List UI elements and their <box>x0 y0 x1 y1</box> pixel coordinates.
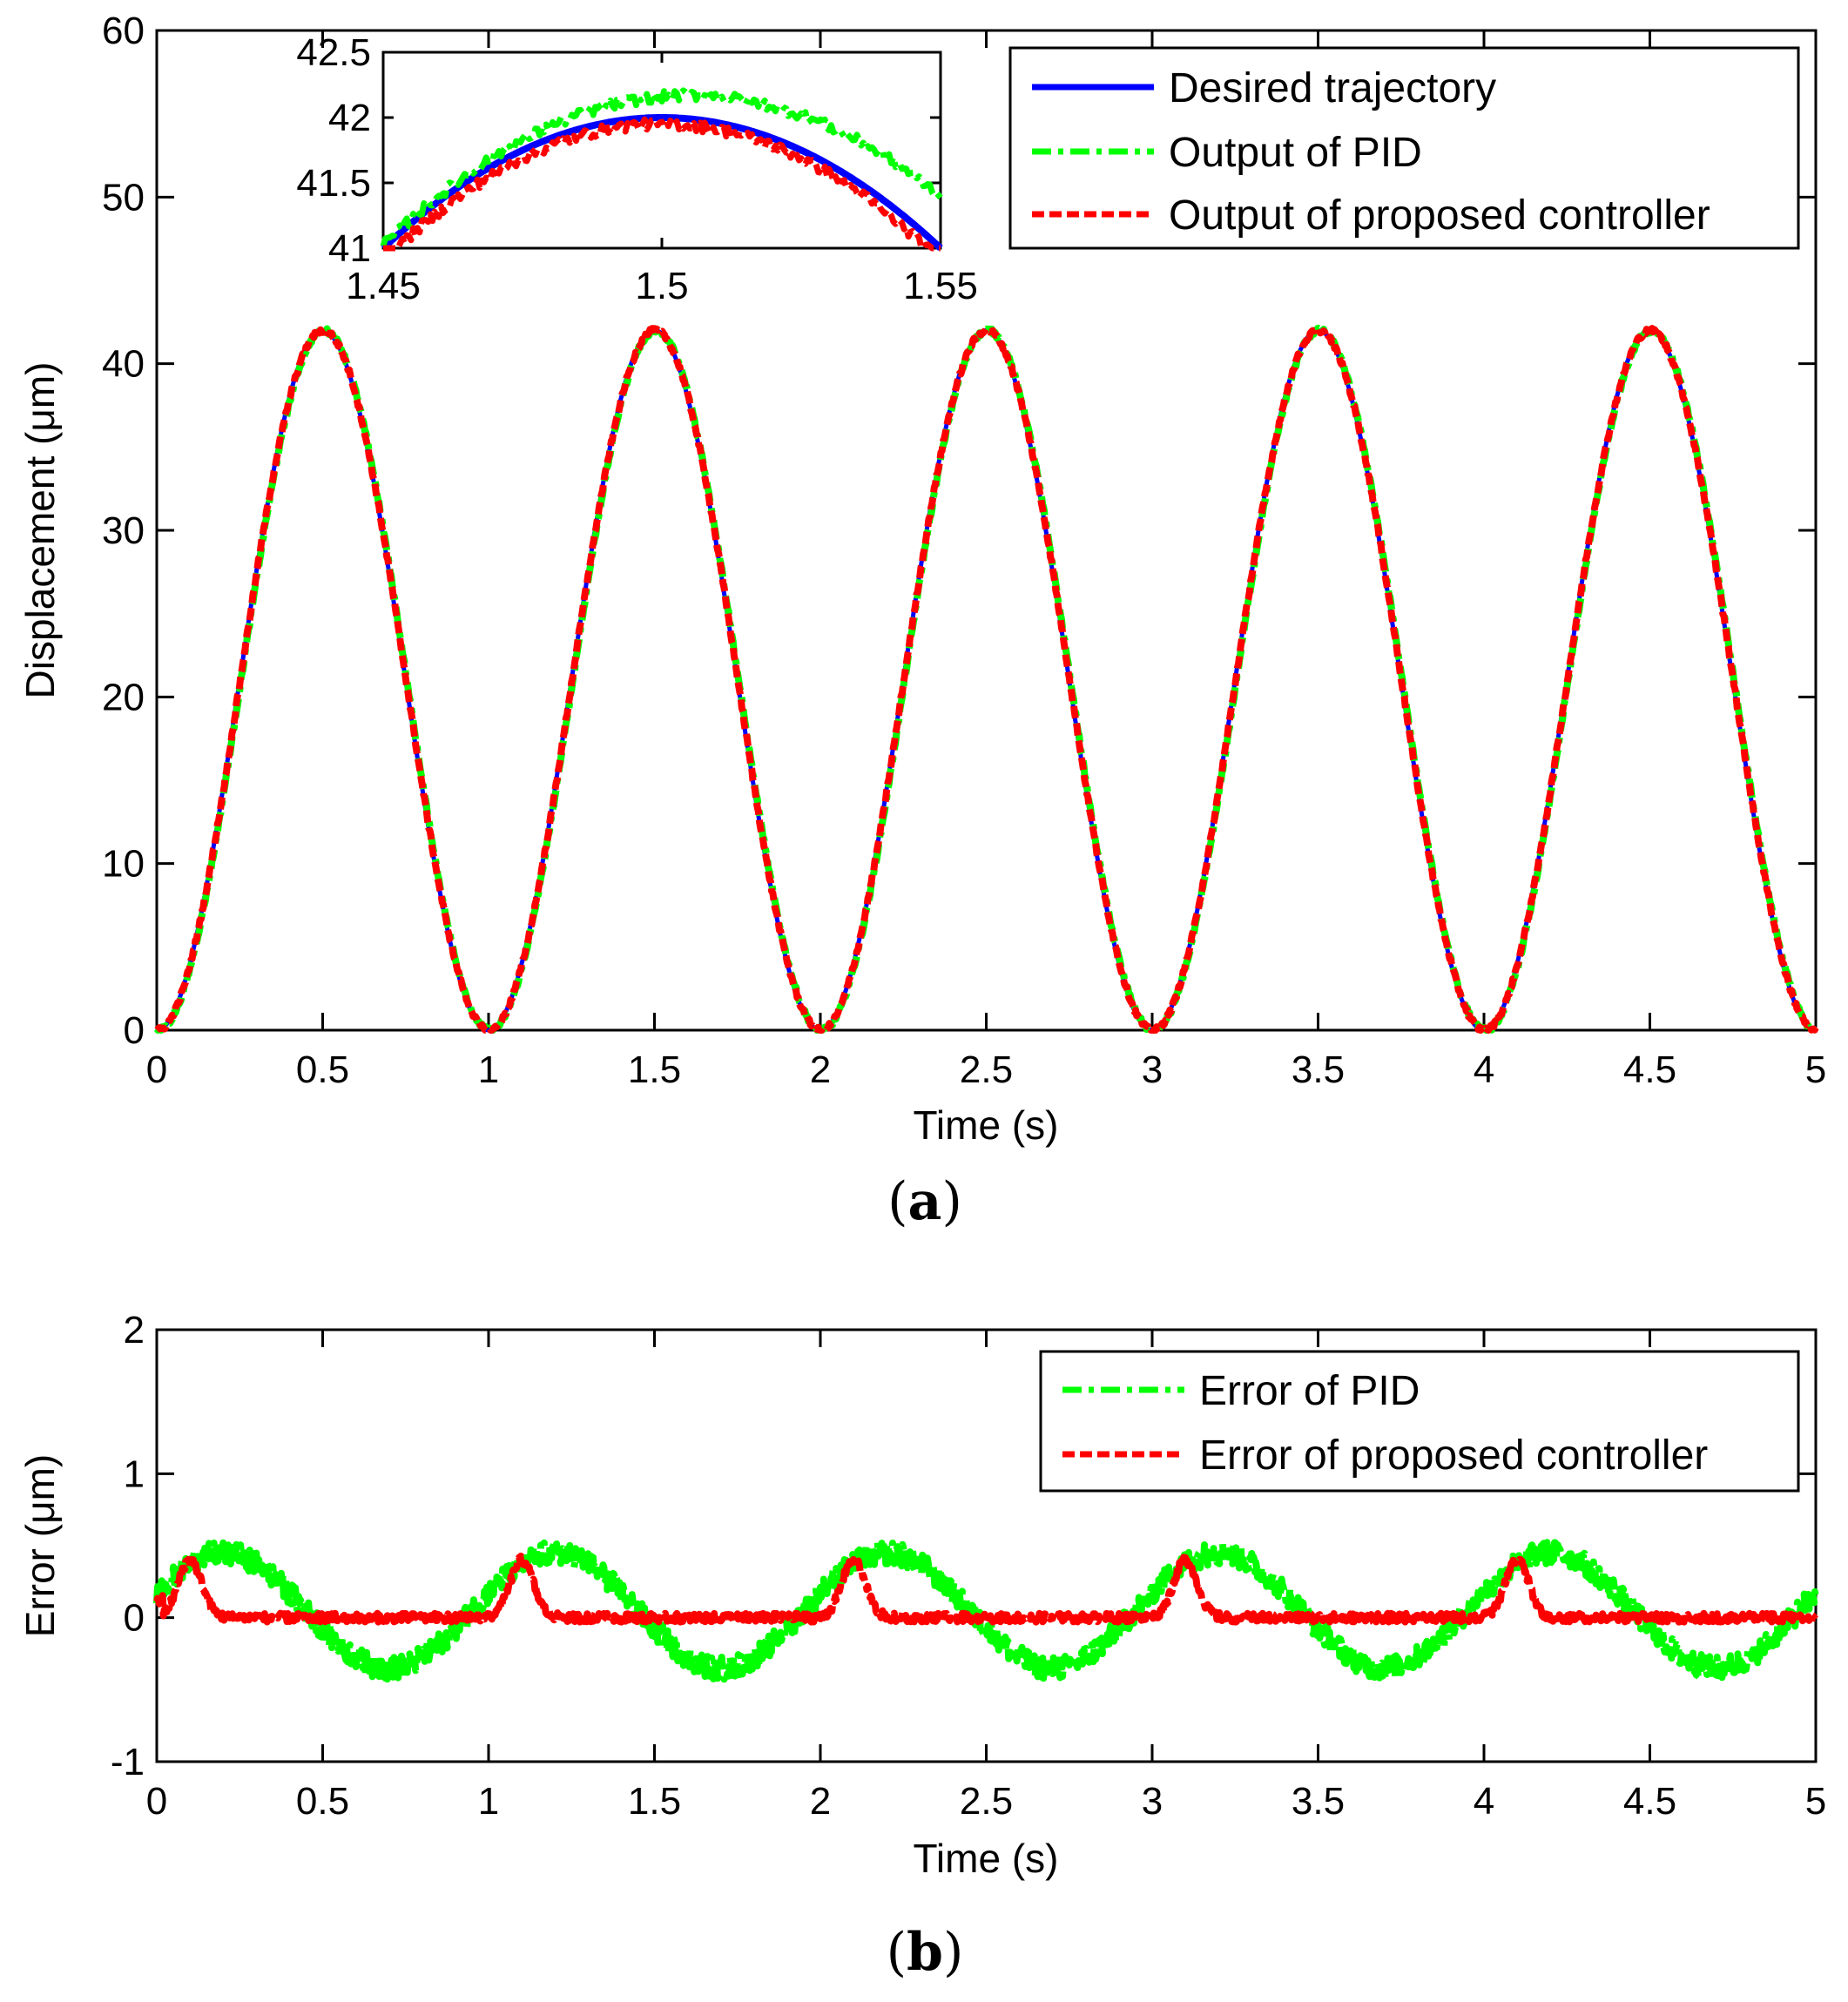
chart-a-xtick-label: 1 <box>478 1048 499 1091</box>
chart-a-inset-series-line <box>382 116 941 252</box>
chart-a-inset-ytick-label: 41 <box>328 227 371 270</box>
chart-a-inset-ytick-label: 42.5 <box>296 31 371 74</box>
chart-b-ytick-label: -1 <box>111 1741 145 1783</box>
panel-b-letter: b <box>907 1922 943 1983</box>
legend-a-label-pid: Output of PID <box>1169 130 1422 176</box>
chart-b-xtick-label: 4 <box>1474 1780 1494 1823</box>
chart-b-series-line <box>153 1552 1818 1626</box>
chart-a-xtick-label: 4.5 <box>1623 1048 1676 1091</box>
chart-b-xtick-label: 3 <box>1142 1780 1163 1823</box>
chart-a-xtick-label: 2.5 <box>960 1048 1013 1091</box>
chart-b-legend-box <box>1039 1350 1800 1493</box>
chart-a-ytick-label: 0 <box>124 1009 145 1052</box>
chart-a-xtick-label: 4 <box>1474 1048 1494 1091</box>
chart-b-xtick-label: 5 <box>1805 1780 1826 1823</box>
chart-a-inset-series <box>380 87 943 252</box>
chart-a-series-line <box>154 324 1819 1034</box>
chart-a-ytick-label: 40 <box>102 343 145 386</box>
legend-a-label-proposed: Output of proposed controller <box>1169 192 1710 239</box>
chart-a-xtick-label: 3.5 <box>1292 1048 1345 1091</box>
chart-a-ytick-label: 30 <box>102 509 145 552</box>
chart-b-series-line <box>153 1538 1819 1683</box>
chart-b-xlabel: Time (s) <box>914 1836 1059 1881</box>
chart-b-ytick-label: 1 <box>124 1453 145 1495</box>
chart-b-xtick-label: 2.5 <box>960 1780 1013 1823</box>
chart-a-xtick-label: 0 <box>146 1048 167 1091</box>
chart-b-series <box>153 1538 1819 1683</box>
chart-a-inset: 1.45 1.5 1.55 41 41.5 42 42.5 <box>296 31 977 307</box>
chart-a-xtick-label: 5 <box>1805 1048 1826 1091</box>
chart-a-inset-xtick-label: 1.55 <box>903 265 978 307</box>
chart-a-legend: Desired trajectory Output of PID Output … <box>1008 46 1800 250</box>
chart-a-xtick-label: 3 <box>1142 1048 1163 1091</box>
chart-a-inset-xtick-label: 1.5 <box>635 265 688 307</box>
chart-a-inset-xtick-label: 1.45 <box>346 265 421 307</box>
chart-a-inset-frame <box>381 51 942 250</box>
legend-b-label-pid: Error of PID <box>1199 1368 1420 1414</box>
chart-b-ytick-label: 0 <box>124 1597 145 1640</box>
chart-a-ytick-label: 10 <box>102 843 145 886</box>
chart-b-ylabel: Error (μm) <box>17 1454 63 1637</box>
chart-a-series <box>153 324 1819 1034</box>
chart-a-inset-ticks: 1.45 1.5 1.55 41 41.5 42 42.5 <box>296 31 977 307</box>
chart-b-legend: Error of PID Error of proposed controlle… <box>1039 1350 1800 1493</box>
chart-b-xtick-label: 1.5 <box>628 1780 681 1823</box>
chart-a-inset-ytick-label: 41.5 <box>296 162 371 205</box>
chart-a-ytick-label: 50 <box>102 176 145 219</box>
chart-a-xlabel: Time (s) <box>914 1102 1059 1148</box>
panel-a-letter: a <box>908 1171 942 1232</box>
chart-a-inset-series-line <box>380 87 943 247</box>
chart-a-ytick-label: 20 <box>102 676 145 718</box>
chart-a-xtick-label: 2 <box>810 1048 831 1091</box>
panel-a-label: (a) <box>887 1171 962 1232</box>
chart-b-xtick-label: 1 <box>478 1780 499 1823</box>
panel-b-label: (b) <box>887 1922 964 1983</box>
chart-a-inset-series-line <box>381 114 943 251</box>
chart-a-ylabel: Displacement (μm) <box>17 362 63 699</box>
chart-a-xtick-label: 0.5 <box>296 1048 349 1091</box>
chart-a-inset-ytick-label: 42 <box>328 97 371 139</box>
chart-a-ytick-label: 60 <box>102 10 145 52</box>
chart-a-xtick-label: 1.5 <box>628 1048 681 1091</box>
chart-b-xtick-label: 0.5 <box>296 1780 349 1823</box>
chart-b-ytick-label: 2 <box>124 1309 145 1352</box>
chart-b-xtick-label: 3.5 <box>1292 1780 1345 1823</box>
chart-b-xtick-label: 2 <box>810 1780 831 1823</box>
legend-b-label-proposed: Error of proposed controller <box>1199 1432 1708 1479</box>
chart-b-xtick-label: 4.5 <box>1623 1780 1676 1823</box>
legend-a-label-desired: Desired trajectory <box>1169 65 1496 111</box>
chart-b-xtick-label: 0 <box>146 1780 167 1823</box>
